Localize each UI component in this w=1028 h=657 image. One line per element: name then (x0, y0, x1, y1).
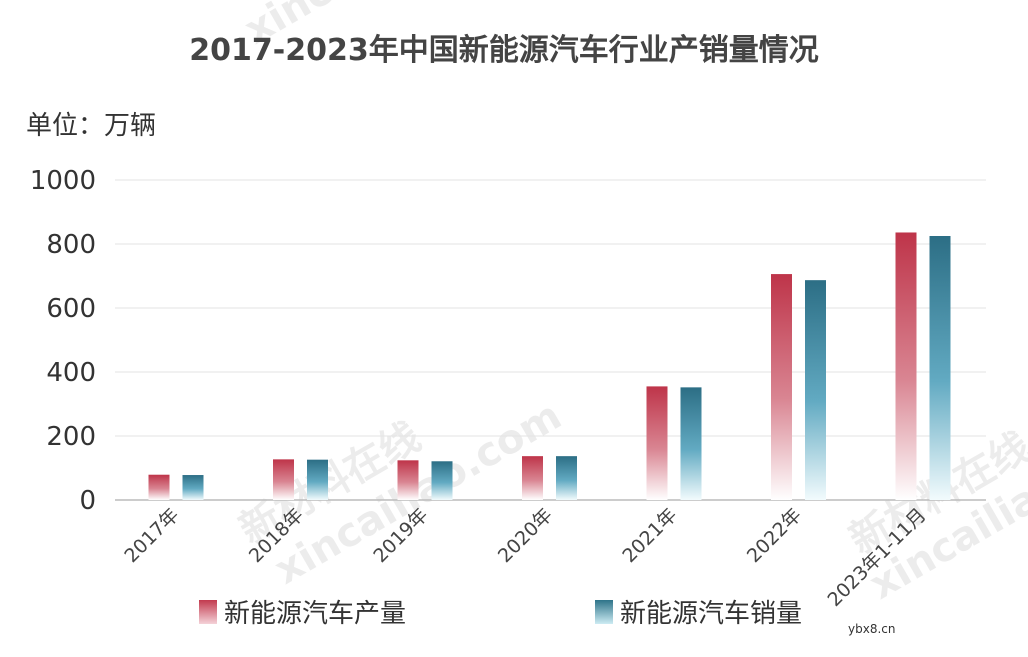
y-tick-label: 800 (46, 230, 96, 260)
bar-sales (431, 461, 453, 500)
x-tick-label: 2022年 (743, 504, 806, 567)
gridlines (115, 179, 986, 501)
bar-production (895, 232, 917, 501)
bar-sales (556, 456, 577, 500)
y-axis: 0 200 400 600 800 1000 (30, 166, 96, 516)
bar-sales (805, 280, 826, 500)
bar-production (397, 460, 419, 500)
bar-sales (680, 387, 702, 500)
y-tick-label: 600 (46, 294, 96, 324)
bar-production (771, 274, 792, 500)
y-tick-label: 0 (79, 486, 96, 516)
y-tick-label: 1000 (30, 166, 96, 196)
legend: 新能源汽车产量 新能源汽车销量 (199, 599, 802, 629)
legend-label-sales: 新能源汽车销量 (620, 599, 802, 629)
x-tick-label: 2017年 (120, 504, 183, 567)
y-tick-label: 200 (46, 422, 96, 452)
x-tick-label: 2020年 (494, 504, 557, 567)
x-tick-label: 2021年 (618, 504, 681, 567)
legend-swatch-sales (595, 600, 613, 624)
bar-production (273, 459, 294, 500)
y-tick-label: 400 (46, 358, 96, 388)
bar-sales (307, 459, 328, 500)
bar-sales (182, 475, 204, 500)
bar-production (148, 474, 170, 500)
site-watermark: ybx8.cn (848, 622, 895, 636)
unit-label: 单位：万辆 (26, 111, 156, 141)
bar-production (646, 386, 668, 500)
legend-label-production: 新能源汽车产量 (224, 599, 406, 629)
legend-swatch-production (199, 600, 217, 624)
bar-sales (929, 236, 951, 500)
bar-production (522, 456, 543, 500)
chart-title: 2017-2023年中国新能源汽车行业产销量情况 (189, 33, 818, 68)
bars (148, 232, 951, 501)
